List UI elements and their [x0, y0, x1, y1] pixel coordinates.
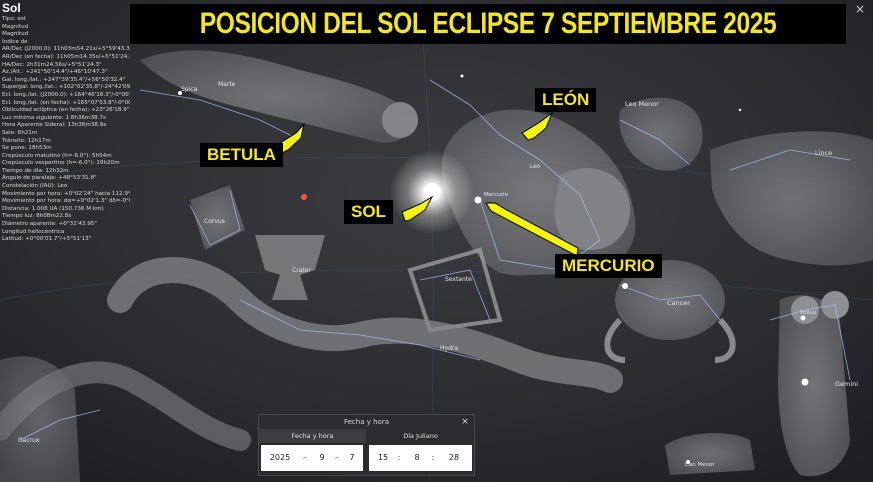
info-line: HA/Dec: 2h31m24.56s/+5°51'24.3": [2, 61, 102, 68]
tab-julian-day[interactable]: Día Juliano: [403, 432, 438, 440]
info-line: Constelación (IAU): Leo: [2, 183, 68, 190]
info-line: Se pone: 18h53m: [2, 145, 52, 152]
info-line: Magnitud: [2, 23, 29, 30]
gemini-figure: [778, 291, 850, 477]
info-line: Longitud heliocéntrica: [2, 228, 65, 235]
time-separator: :: [397, 453, 401, 462]
sky-label-cancer: Cancer: [667, 299, 690, 307]
month-field[interactable]: 9: [319, 453, 325, 462]
callout-sol: SOL: [344, 200, 393, 224]
sky-label-hydra: Hydra: [440, 345, 458, 352]
info-line: Índice de: [2, 38, 28, 45]
close-icon[interactable]: ×: [854, 2, 866, 16]
object-info-panel: Tipo: est Magnitud Magnitud Índice de AR/Dec…: [2, 16, 130, 244]
info-line: Hora Aparente Sideral: 13h36m38.9s: [2, 122, 107, 129]
tab-date-time[interactable]: Fecha y hora: [259, 429, 366, 443]
cancer-figure: [604, 260, 736, 363]
sky-label-gacrux: Gacrux: [18, 437, 40, 444]
info-line: AR/Dec (en fecha): 11h05m14.35s/+5°51'24…: [2, 53, 130, 60]
sun-icon[interactable]: [390, 150, 474, 234]
info-line: Tránsito: 12h17m: [2, 137, 51, 144]
info-line: Crepúsculo matutino (h=-6.0°): 5h54m: [2, 152, 112, 159]
sky-label-marte: Marte: [218, 81, 236, 88]
leo-minor-figure: [619, 97, 703, 171]
arrow-icon: [273, 111, 579, 257]
corvus-figure: [190, 185, 245, 250]
date-separator: –: [303, 453, 307, 462]
sky-label-sextante: Sextante: [445, 276, 472, 283]
stars: [178, 74, 809, 464]
callout-leon: LEÓN: [535, 88, 597, 112]
leo-figure: [441, 109, 636, 276]
info-line: Sale: 6h21m: [2, 129, 38, 136]
virgo-figure: [140, 50, 418, 143]
date-separator: –: [335, 453, 339, 462]
day-field[interactable]: 7: [349, 453, 355, 462]
info-line: Ángulo de paralaje: +48°53'31.8": [2, 175, 97, 182]
minute-field[interactable]: 8: [414, 453, 420, 462]
sky-label-can-menor: Can Menor: [685, 462, 715, 468]
sky-label-spica: Spica: [181, 86, 198, 93]
canis-minor-figure: [665, 433, 755, 475]
sky-label-pollux: Pollux: [800, 310, 817, 316]
info-line: Diámetro aparente: +0°31'43.95": [2, 221, 97, 228]
second-field[interactable]: 28: [448, 453, 460, 462]
info-line: Ecl. long./lat. (J2000.0): +164°46'18.3"…: [2, 91, 130, 98]
mercury-marker-icon[interactable]: [474, 196, 482, 204]
crater-figure: [255, 235, 325, 300]
sky-label-mercurio: Mercurio: [484, 192, 509, 198]
info-line: Supergal. long./lat.: +102°02'35.8"/-24°…: [2, 84, 130, 91]
datetime-panel: Fecha y hora × Fecha y hora Día Juliano …: [258, 414, 475, 476]
planet-marker-icon[interactable]: [301, 194, 307, 200]
info-line: Crepúsculo vespertino (h=-6.0°): 19h20m: [2, 160, 120, 167]
hour-field[interactable]: 15: [377, 453, 389, 462]
info-line: Movimiento por hora: dα=+0°02'1.3" dδ=-0…: [2, 198, 130, 205]
constellation-lines: [19, 79, 851, 441]
info-line: Luz mínima siguiente: 1 8h36m38.7s: [2, 114, 106, 121]
info-line: Tipo: est: [2, 16, 26, 22]
sky-label-lince: Lince: [815, 149, 832, 157]
info-line: Movimiento por hora: +0°02'24" hacia 112…: [2, 190, 130, 197]
sky-label-leo: Leo: [530, 163, 541, 170]
info-line: Magnitud: [2, 31, 29, 38]
info-line: Oblicuidad eclíptica (en fecha): +23°26'…: [2, 107, 130, 114]
info-line: Az./Alt.: +241°50'14.4"/+46°10'47.3": [2, 69, 108, 76]
centaurus-figure: [0, 356, 80, 482]
year-field[interactable]: 2025: [269, 453, 291, 462]
sky-label-gemini: Gemini: [835, 380, 858, 388]
info-line: Tiempo luz: 8h08m22.8s: [2, 213, 72, 220]
lynx-figure: [710, 131, 873, 266]
info-line: Tiempo de día: 12h32m: [2, 167, 69, 174]
datetime-panel-title: Fecha y hora: [343, 418, 389, 426]
sky-label-leo-menor: Leo Menor: [625, 100, 659, 108]
page-title: POSICION DEL SOL ECLIPSE 7 SEPTIEMBRE 20…: [199, 7, 777, 40]
info-line: Distancia: 1.008 UA (150.736 M km): [2, 205, 104, 212]
close-icon[interactable]: ×: [461, 417, 469, 427]
callout-mercurio: MERCURIO: [555, 254, 662, 278]
info-line: AR/Dec (J2000.0): 11h03m54.21s/+5°59'43.…: [2, 46, 130, 53]
sextant-figure: [407, 247, 503, 333]
object-name: Sol: [2, 1, 21, 15]
sky-label-crater: Crater: [292, 267, 311, 274]
time-separator: :: [431, 453, 435, 462]
info-line: Gal. long./lat.: +247°39'35.4"/+56°50'32…: [2, 76, 126, 83]
time-input-row: 15 : 8 : 28: [369, 445, 472, 471]
callout-betula: BETULA: [200, 143, 283, 167]
sky-label-corvus: Corvus: [204, 218, 225, 225]
info-line: Latitud: +0°00'01.7"/+5°51'13": [2, 236, 92, 243]
title-banner: POSICION DEL SOL ECLIPSE 7 SEPTIEMBRE 20…: [130, 4, 846, 44]
info-line: Ecl. long./lat. (en fecha): +165°07'53.8…: [2, 99, 130, 106]
date-input-row: 2025 – 9 – 7: [261, 445, 363, 471]
